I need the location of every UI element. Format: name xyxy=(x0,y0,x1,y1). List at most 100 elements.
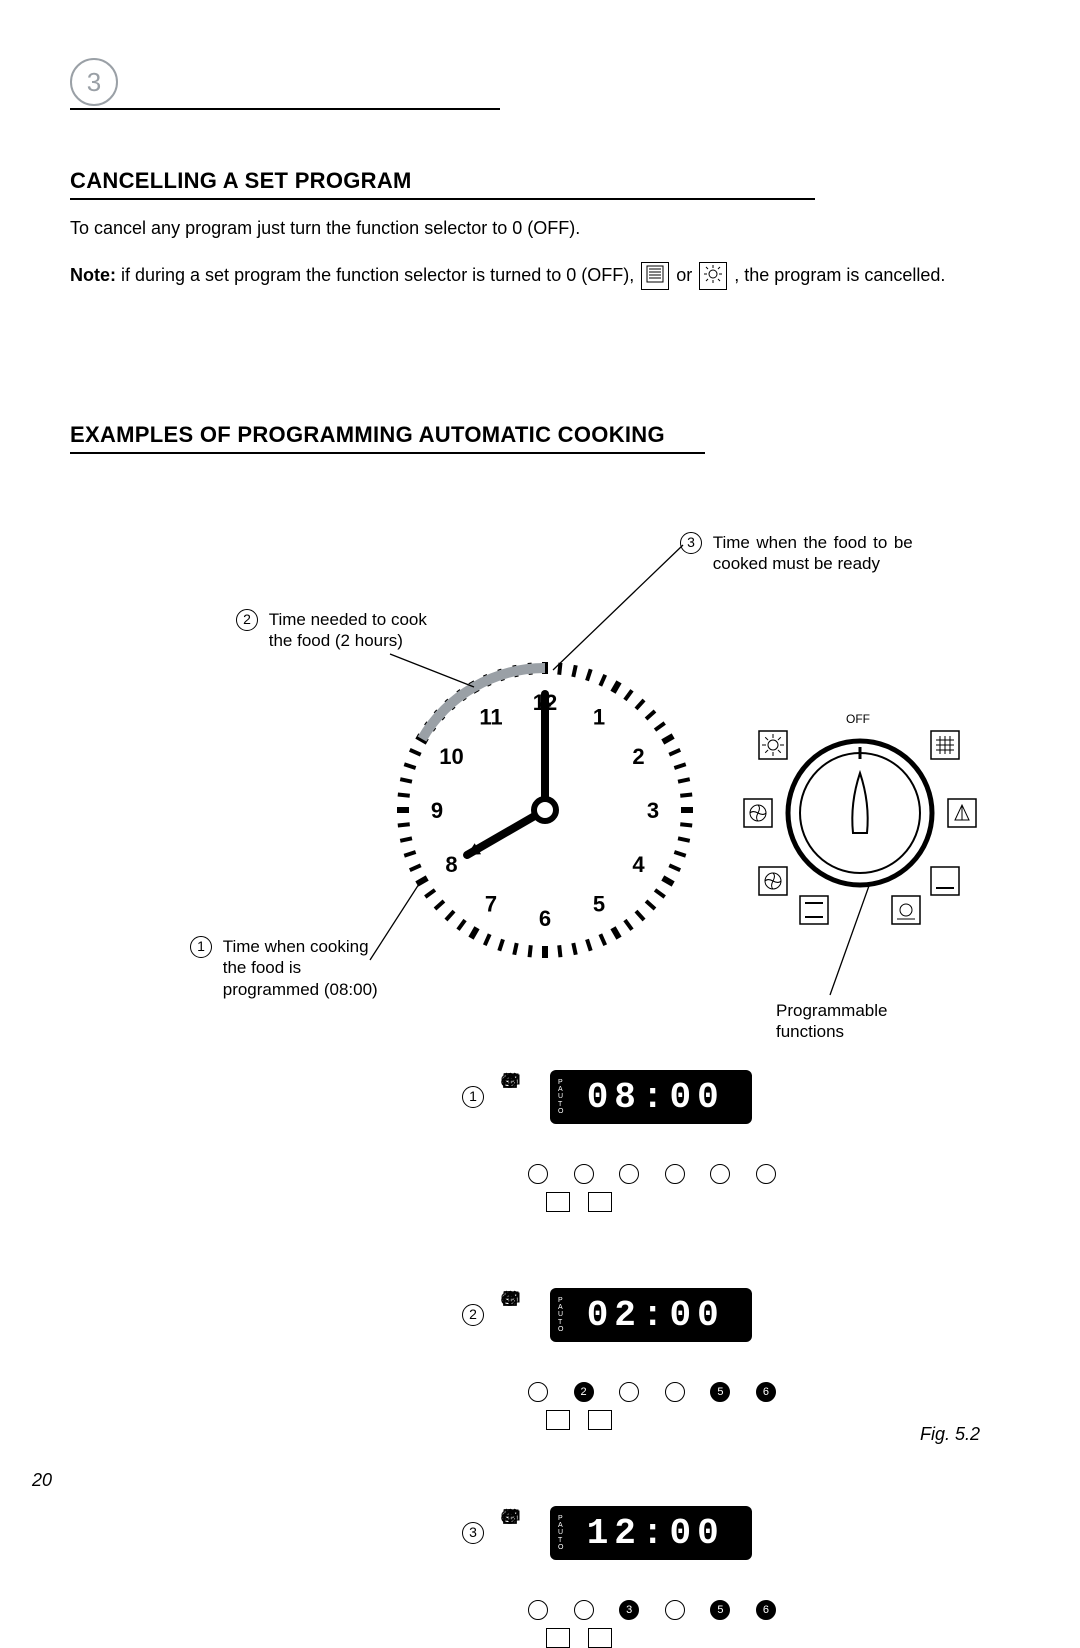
svg-text:10: 10 xyxy=(439,744,463,769)
panel-button-3[interactable] xyxy=(619,1382,639,1402)
clock-lock-icon xyxy=(546,1192,570,1212)
svg-text:8: 8 xyxy=(445,852,457,877)
clock-lock-icon xyxy=(546,1410,570,1430)
panel-button-1[interactable] xyxy=(528,1382,548,1402)
aux-row xyxy=(546,1192,800,1212)
panel-button-5[interactable]: 5 xyxy=(710,1382,730,1402)
heat-icon xyxy=(574,1570,594,1590)
diagram-area: 3 Time when the food to be cooked must b… xyxy=(70,490,1010,1420)
timer-icon xyxy=(665,1352,685,1372)
up-icon xyxy=(756,1352,776,1372)
panel-button-6[interactable] xyxy=(756,1164,776,1184)
panel-button-4[interactable] xyxy=(665,1600,685,1620)
aux-row xyxy=(546,1628,800,1648)
text: , the program is cancelled. xyxy=(729,265,945,285)
panel-number: 3 xyxy=(462,1522,484,1544)
panel-button-2[interactable]: 2 xyxy=(574,1382,594,1402)
clock-lock-icon xyxy=(546,1628,570,1648)
diagram-svg: 1 2 1 2 3 4 5 6 7 8 9 10 11 xyxy=(70,490,1010,1420)
panel-button-1[interactable] xyxy=(528,1164,548,1184)
chapter-number: 3 xyxy=(87,67,101,98)
svg-text:9: 9 xyxy=(431,798,443,823)
panel-button-2[interactable] xyxy=(574,1600,594,1620)
section-title-cancel: CANCELLING A SET PROGRAM xyxy=(70,168,815,200)
svg-text:3: 3 xyxy=(647,798,659,823)
text: or xyxy=(671,265,697,285)
panel-rect-icon xyxy=(588,1192,612,1212)
panel-rect-icon xyxy=(588,1628,612,1648)
icon-row: STOP xyxy=(528,1352,776,1372)
button-row xyxy=(528,1164,776,1184)
down-icon xyxy=(710,1352,730,1372)
display-side-letters: P A U T O xyxy=(558,1515,563,1552)
panel-button-4[interactable] xyxy=(665,1164,685,1184)
display-side-letters: P A U T O xyxy=(558,1079,563,1116)
text: (OFF). xyxy=(522,218,580,238)
bell-icon xyxy=(528,1134,548,1154)
panel-button-3[interactable]: 3 xyxy=(619,1600,639,1620)
stop-icon: STOP xyxy=(619,1352,639,1372)
up-icon xyxy=(756,1134,776,1154)
display-time: 02:00 xyxy=(567,1295,744,1336)
svg-text:11: 11 xyxy=(479,704,502,729)
display-panel-3: 3 P A U T O 12:00 STOP 3 5 6 xyxy=(500,1506,800,1648)
page-number: 20 xyxy=(32,1470,52,1491)
display-panel-1: 1P A U T O08:00STOP xyxy=(500,1070,800,1212)
cancel-note: Note: if during a set program the functi… xyxy=(70,262,1030,290)
icon-row: STOP xyxy=(528,1134,776,1154)
panel-button-6[interactable]: 6 xyxy=(756,1600,776,1620)
grill-lines-icon xyxy=(641,262,669,290)
oven-light-icon xyxy=(699,262,727,290)
text: if during a set program the function sel… xyxy=(116,265,566,285)
bell-icon xyxy=(528,1352,548,1372)
display-panel-2: 2 P A U T O 02:00 STOP 2 5 6 xyxy=(500,1288,800,1430)
panel-button-1[interactable] xyxy=(528,1600,548,1620)
button-row: 2 5 6 xyxy=(528,1382,776,1402)
icon-row: STOP xyxy=(528,1570,776,1590)
manual-page: 3 CANCELLING A SET PROGRAM To cancel any… xyxy=(0,0,1080,1527)
heat-icon xyxy=(574,1134,594,1154)
digital-display: P A U T O 08:00 xyxy=(550,1070,752,1124)
stop-icon: STOP xyxy=(619,1134,639,1154)
figure-caption: Fig. 5.2 xyxy=(920,1424,980,1445)
panel-button-2[interactable] xyxy=(574,1164,594,1184)
bell-icon xyxy=(528,1570,548,1590)
panel-button-4[interactable] xyxy=(665,1382,685,1402)
panel-button-5[interactable]: 5 xyxy=(710,1600,730,1620)
button-row: 3 5 6 xyxy=(528,1600,776,1620)
down-icon xyxy=(710,1134,730,1154)
svg-text:5: 5 xyxy=(593,892,605,917)
zero: 0 xyxy=(566,265,576,285)
digital-display: P A U T O 12:00 xyxy=(550,1506,752,1560)
display-time: 12:00 xyxy=(567,1513,744,1554)
up-icon xyxy=(756,1570,776,1590)
panel-button-6[interactable]: 6 xyxy=(756,1382,776,1402)
display-time: 08:00 xyxy=(567,1077,744,1118)
svg-text:4: 4 xyxy=(632,852,645,877)
chapter-rule xyxy=(70,108,500,110)
aux-row xyxy=(546,1410,800,1430)
zero: 0 xyxy=(512,218,522,238)
display-side-letters: P A U T O xyxy=(558,1297,563,1334)
timer-icon xyxy=(665,1570,685,1590)
timer-icon xyxy=(665,1134,685,1154)
digital-display: P A U T O 02:00 xyxy=(550,1288,752,1342)
panel-number: 1 xyxy=(462,1086,484,1108)
svg-text:6: 6 xyxy=(539,906,551,931)
panel-button-3[interactable] xyxy=(619,1164,639,1184)
note-bold: Note: xyxy=(70,265,116,285)
svg-text:2: 2 xyxy=(632,744,644,769)
text: To cancel any program just turn the func… xyxy=(70,218,512,238)
stop-icon: STOP xyxy=(619,1570,639,1590)
section-title-examples: EXAMPLES OF PROGRAMMING AUTOMATIC COOKIN… xyxy=(70,422,705,454)
svg-text:7: 7 xyxy=(485,892,497,917)
panel-number: 2 xyxy=(462,1304,484,1326)
svg-text:1: 1 xyxy=(593,704,605,729)
panel-rect-icon xyxy=(588,1410,612,1430)
panel-button-5[interactable] xyxy=(710,1164,730,1184)
down-icon xyxy=(710,1570,730,1590)
heat-icon xyxy=(574,1352,594,1372)
chapter-number-badge: 3 xyxy=(70,58,118,106)
cancel-paragraph-1: To cancel any program just turn the func… xyxy=(70,216,820,240)
text: (OFF), xyxy=(576,265,639,285)
